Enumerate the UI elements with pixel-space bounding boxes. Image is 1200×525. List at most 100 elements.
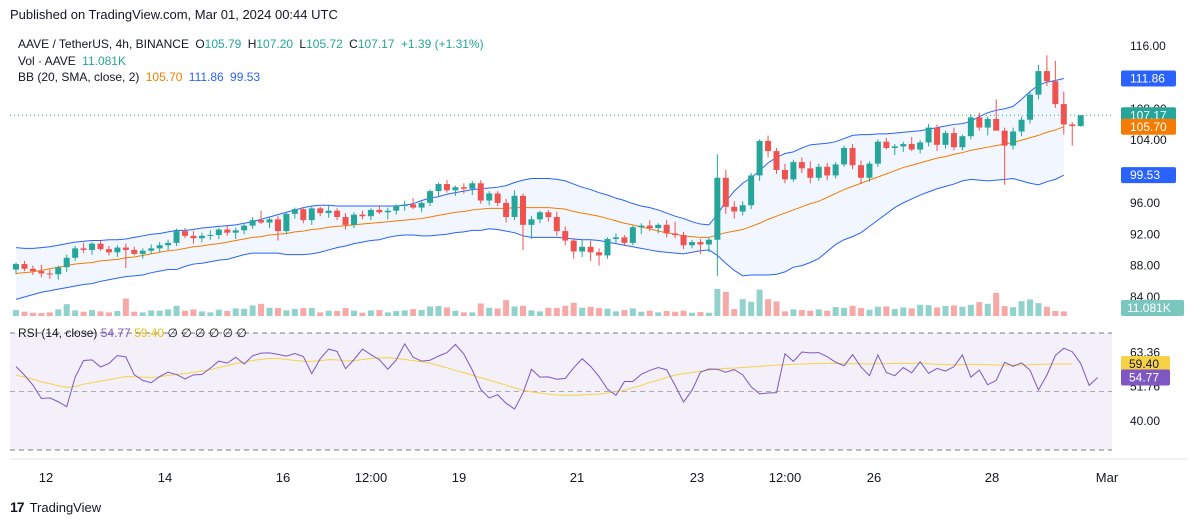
volume-bar bbox=[1018, 301, 1025, 316]
candle bbox=[790, 159, 797, 182]
candle-body bbox=[55, 267, 62, 275]
candle bbox=[545, 209, 552, 222]
symbol-label[interactable]: AAVE / TetherUS, 4h, BINANCE bbox=[18, 37, 189, 51]
volume-bar bbox=[418, 310, 425, 316]
candle-body bbox=[993, 118, 1000, 131]
volume-bar bbox=[697, 312, 704, 316]
volume-bar bbox=[807, 310, 814, 316]
tradingview-logo-icon[interactable]: 17 bbox=[10, 499, 25, 515]
candle-body bbox=[190, 235, 197, 239]
volume-legend[interactable]: Vol · AAVE 11.081K bbox=[18, 54, 129, 68]
candle bbox=[443, 180, 450, 193]
candle-body bbox=[672, 233, 679, 236]
candle bbox=[815, 163, 822, 181]
candle bbox=[579, 238, 586, 257]
candle bbox=[1077, 115, 1084, 127]
volume-bar bbox=[1052, 311, 1059, 316]
candle-body bbox=[38, 271, 45, 274]
candle-body bbox=[663, 224, 670, 234]
volume-bar bbox=[215, 309, 222, 316]
candle bbox=[308, 206, 315, 225]
candle-body bbox=[165, 242, 172, 246]
volume-bar bbox=[1060, 311, 1067, 316]
time-tick-label: 19 bbox=[452, 470, 466, 485]
candle bbox=[325, 206, 332, 218]
candle bbox=[621, 235, 628, 247]
volume-bar bbox=[351, 310, 357, 316]
volume-bar bbox=[114, 311, 121, 316]
candle bbox=[1010, 127, 1017, 150]
close-label: C bbox=[349, 37, 358, 51]
volume-bar bbox=[1010, 307, 1017, 316]
volume-bar bbox=[917, 304, 924, 316]
candle bbox=[274, 216, 281, 241]
candle-body bbox=[401, 204, 408, 207]
candle bbox=[1060, 91, 1067, 135]
candle bbox=[807, 161, 814, 184]
time-tick-label: Mar bbox=[1096, 470, 1119, 485]
candle-body bbox=[959, 136, 966, 148]
bb-upper-tag: 111.86 bbox=[1121, 70, 1176, 87]
volume-bar bbox=[900, 307, 907, 316]
candle-body bbox=[781, 169, 788, 180]
candle bbox=[503, 198, 510, 223]
volume-bar bbox=[553, 308, 560, 316]
candle bbox=[866, 161, 873, 182]
candle bbox=[266, 217, 273, 228]
candle-body bbox=[832, 164, 839, 176]
candle-body bbox=[1060, 104, 1067, 125]
rsi-label: RSI (14, close) bbox=[18, 326, 98, 340]
candle bbox=[418, 201, 425, 213]
candle-body bbox=[249, 220, 256, 226]
candle bbox=[122, 243, 129, 268]
volume-bar bbox=[384, 312, 391, 316]
candle bbox=[410, 198, 417, 210]
candle-body bbox=[562, 231, 569, 241]
candle bbox=[824, 162, 831, 181]
candle bbox=[993, 99, 1000, 131]
volume-bar bbox=[579, 307, 586, 316]
candle bbox=[841, 145, 848, 167]
candle bbox=[705, 237, 712, 253]
candle bbox=[63, 254, 70, 272]
volume-bar bbox=[29, 312, 36, 316]
volume-bar bbox=[934, 307, 941, 316]
time-tick-label: 12 bbox=[39, 470, 53, 485]
volume-bar bbox=[427, 306, 434, 316]
candle bbox=[427, 189, 434, 207]
volume-bar bbox=[511, 306, 518, 316]
candle bbox=[300, 207, 307, 224]
volume-bar bbox=[308, 308, 315, 316]
candle-body bbox=[131, 249, 138, 254]
volume-bar bbox=[722, 291, 729, 316]
candle-body bbox=[1035, 71, 1042, 95]
candle bbox=[156, 242, 163, 253]
candle bbox=[165, 239, 172, 250]
candle bbox=[131, 246, 138, 256]
volume-bar bbox=[773, 301, 780, 316]
candle bbox=[334, 208, 341, 221]
candle-body bbox=[731, 206, 738, 212]
footer-brand[interactable]: TradingView bbox=[29, 499, 102, 515]
volume-bar bbox=[207, 312, 214, 316]
low-label: L bbox=[299, 37, 307, 51]
candle bbox=[562, 226, 569, 246]
candle bbox=[587, 240, 594, 261]
candle-body bbox=[587, 246, 594, 253]
volume-bar bbox=[503, 300, 510, 316]
candle-body bbox=[1077, 115, 1084, 127]
time-tick-label: 26 bbox=[867, 470, 881, 485]
candle bbox=[291, 207, 298, 219]
candle-body bbox=[443, 184, 450, 191]
candle bbox=[967, 114, 974, 140]
bb-upper-line bbox=[15, 77, 1064, 249]
candle-body bbox=[308, 208, 315, 221]
rsi-legend[interactable]: RSI (14, close) 54.77 59.40 ∅ ∅ ∅ ∅ ∅ ∅ bbox=[18, 326, 247, 340]
candle bbox=[351, 212, 357, 228]
volume-bar bbox=[367, 310, 374, 316]
volume-bar bbox=[486, 307, 493, 316]
bb-legend[interactable]: BB (20, SMA, close, 2) 105.70 111.86 99.… bbox=[18, 70, 263, 84]
volume-bar bbox=[401, 310, 408, 316]
candle-body bbox=[536, 212, 543, 220]
